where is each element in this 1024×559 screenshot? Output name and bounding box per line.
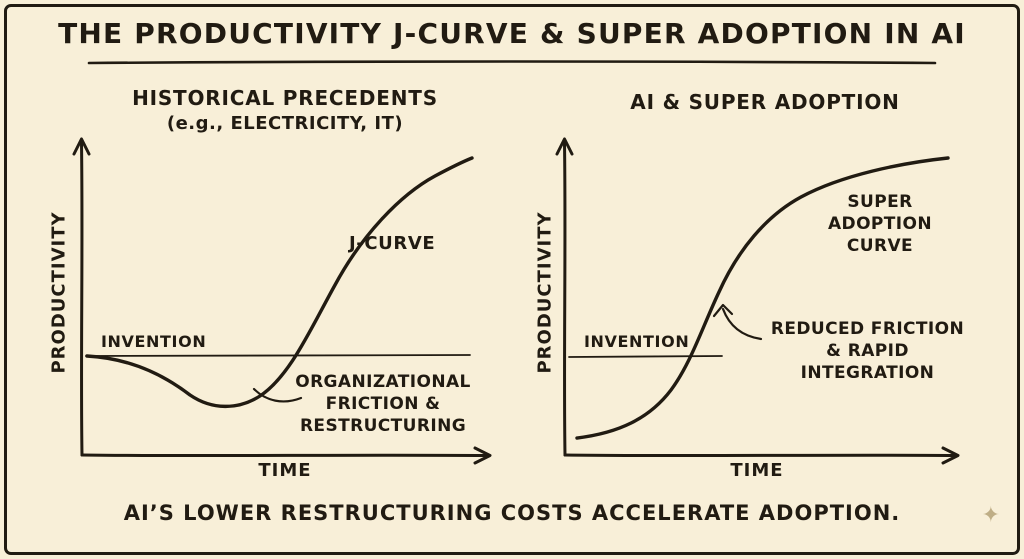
right-annotation-arrowhead-icon (712, 303, 734, 318)
right-curve-label-line-2: ADOPTION (828, 214, 932, 234)
right-y-axis (563, 141, 567, 457)
right-curve-label: SUPER ADOPTION CURVE (800, 191, 960, 257)
right-annotation-line-2: & RAPID INTEGRATION (800, 341, 935, 383)
title-underline (87, 60, 937, 65)
right-invention-label: INVENTION (584, 332, 690, 351)
right-x-axis-label: TIME (730, 460, 784, 481)
left-panel-subtitle: (e.g., ELECTRICITY, IT) (166, 113, 404, 134)
page-title: THE PRODUCTIVITY J-CURVE & SUPER ADOPTIO… (58, 17, 966, 50)
left-j-curve (85, 156, 474, 408)
left-invention-label: INVENTION (101, 332, 207, 351)
bottom-caption: AI’S LOWER RESTRUCTURING COSTS ACCELERAT… (123, 501, 901, 525)
left-y-axis-arrow-icon (72, 137, 91, 156)
right-super-adoption-curve (575, 156, 950, 440)
right-invention-baseline (568, 355, 723, 358)
right-y-axis-label: PRODUCTIVITY (534, 211, 556, 374)
left-annotation-connector (252, 387, 303, 403)
right-x-axis (563, 453, 957, 458)
right-annotation-line-1: REDUCED FRICTION (770, 319, 965, 339)
right-annotation-connector (721, 307, 763, 341)
left-y-axis-label: PRODUCTIVITY (48, 211, 70, 374)
left-annotation-line-3: RESTRUCTURING (299, 416, 467, 436)
right-x-axis-arrow-icon (941, 446, 960, 465)
left-x-axis (80, 453, 489, 458)
right-curve-label-line-3: CURVE (846, 236, 914, 256)
left-invention-baseline (85, 354, 471, 357)
left-x-axis-label: TIME (258, 460, 312, 481)
left-annotation-line-1: ORGANIZATIONAL (295, 372, 471, 392)
sparkle-icon: ✦ (981, 503, 1000, 528)
right-annotation: REDUCED FRICTION & RAPID INTEGRATION (760, 318, 975, 384)
left-curve-label: J-CURVE (349, 233, 436, 254)
left-x-axis-arrow-icon (473, 446, 492, 465)
left-y-axis (80, 141, 84, 457)
left-annotation-line-2: FRICTION & (325, 394, 441, 414)
left-panel-title: HISTORICAL PRECEDENTS (132, 86, 438, 110)
left-annotation: ORGANIZATIONAL FRICTION & RESTRUCTURING (283, 371, 483, 437)
right-panel-title: AI & SUPER ADOPTION (630, 90, 900, 114)
right-y-axis-arrow-icon (555, 137, 574, 156)
right-curve-label-line-1: SUPER (847, 192, 913, 212)
